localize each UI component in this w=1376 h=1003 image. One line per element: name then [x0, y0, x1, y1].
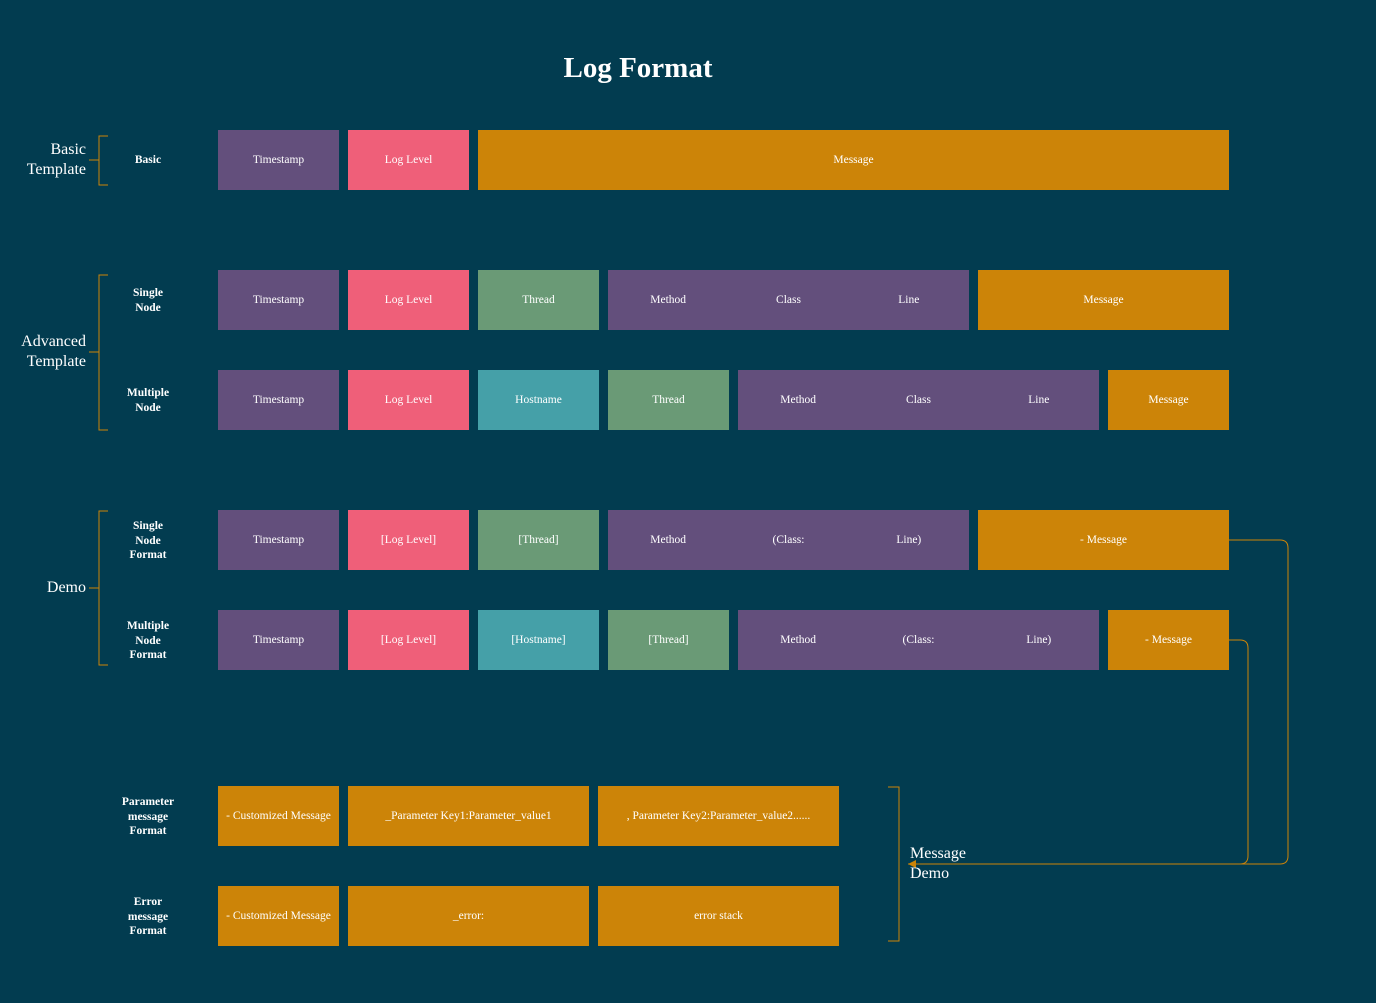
row-label-basic: Basic: [134, 154, 162, 166]
cell-timestamp: Timestamp: [218, 510, 339, 570]
cell-log-level: [Log Level]: [348, 610, 469, 670]
cell-error: _error:: [348, 886, 589, 946]
cell-line: Line: [1028, 394, 1050, 406]
cell-thread: [Thread]: [478, 510, 599, 570]
cell-message: Message: [978, 270, 1229, 330]
connector-multiple-message: [908, 639, 1249, 865]
page-title: Log Format: [563, 52, 713, 84]
cell-log-level: Log Level: [348, 270, 469, 330]
cell-parameter-key1: _Parameter Key1:Parameter_value1: [348, 786, 589, 846]
cell-class: (Class:: [772, 534, 805, 546]
cell-line: Line): [1026, 634, 1052, 646]
cell-class: Class: [776, 294, 801, 306]
row-label-parameter-message-format: Parameter message Format: [121, 796, 175, 837]
cell-log-level: Log Level: [348, 370, 469, 430]
connector-arrowhead: [908, 860, 916, 868]
connector-single-message: [908, 539, 1289, 865]
cell-method-class-line: Method Class Line: [608, 270, 969, 330]
group-label-basic-template: Basic Template: [26, 141, 86, 178]
cell-message: - Message: [978, 510, 1229, 570]
cell-message: - Message: [1108, 610, 1229, 670]
row-label-error-message-format: Error message Format: [127, 896, 169, 937]
bracket-demo: [89, 510, 108, 666]
group-label-advanced-template: Advanced Template: [21, 333, 86, 370]
cell-thread: Thread: [608, 370, 729, 430]
cell-method-class-line: Method (Class: Line): [608, 510, 969, 570]
cell-log-level: Log Level: [348, 130, 469, 190]
cell-parameter-key2: , Parameter Key2:Parameter_value2......: [598, 786, 839, 846]
bracket-basic-template: [89, 135, 108, 186]
cell-timestamp: Timestamp: [218, 610, 339, 670]
cell-log-level: [Log Level]: [348, 510, 469, 570]
cell-method: Method: [780, 394, 817, 406]
cell-message: Message: [1108, 370, 1229, 430]
cell-method: Method: [650, 534, 687, 546]
cell-timestamp: Timestamp: [218, 370, 339, 430]
cell-method: Method: [780, 634, 817, 646]
cell-class: Class: [906, 394, 931, 406]
cell-error-stack: error stack: [598, 886, 839, 946]
row-label-multiple-node: Multiple Node: [126, 387, 170, 414]
cell-message: Message: [478, 130, 1229, 190]
cell-timestamp: Timestamp: [218, 270, 339, 330]
cell-method: Method: [650, 294, 687, 306]
cell-customized-message: - Customized Message: [218, 786, 339, 846]
cell-method-class-line: Method Class Line: [738, 370, 1099, 430]
cell-timestamp: Timestamp: [218, 130, 339, 190]
cell-method-class-line: Method (Class: Line): [738, 610, 1099, 670]
cell-hostname: Hostname: [478, 370, 599, 430]
row-label-multiple-node-format: Multiple Node Format: [126, 620, 170, 661]
cell-line: Line: [898, 294, 920, 306]
cell-thread: [Thread]: [608, 610, 729, 670]
group-label-message-demo: Message Demo: [910, 845, 966, 882]
cell-class: (Class:: [902, 634, 935, 646]
row-label-single-node-format: Single Node Format: [129, 520, 167, 561]
cell-customized-message: - Customized Message: [218, 886, 339, 946]
cell-line: Line): [896, 534, 922, 546]
group-label-demo: Demo: [46, 579, 86, 596]
bracket-advanced-template: [89, 274, 108, 431]
cell-thread: Thread: [478, 270, 599, 330]
bracket-message-demo: [888, 786, 900, 942]
cell-hostname: [Hostname]: [478, 610, 599, 670]
row-label-single-node: Single Node: [132, 287, 164, 314]
